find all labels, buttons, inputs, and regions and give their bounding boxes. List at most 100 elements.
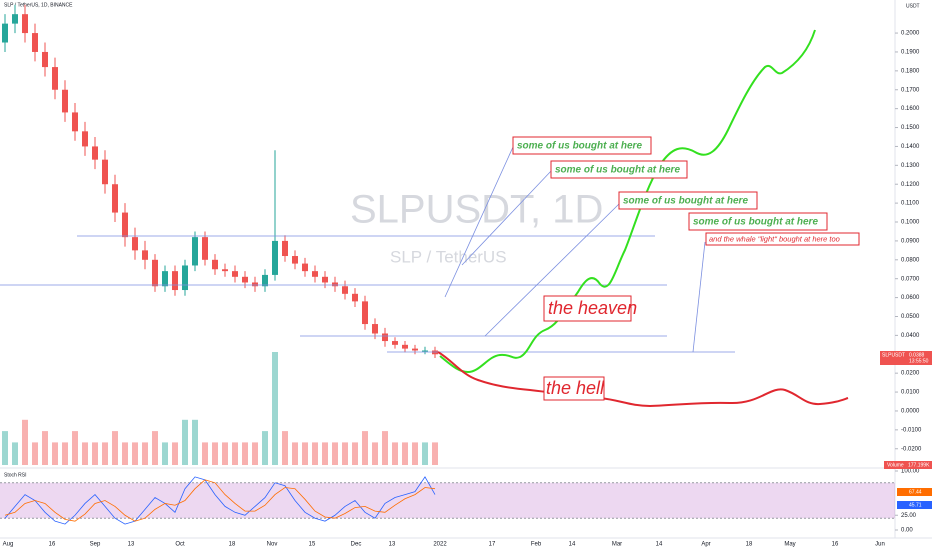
x-tick-label: 14 xyxy=(569,542,576,548)
x-tick-label: Feb xyxy=(531,542,542,548)
y-tick-label: 0.2000 xyxy=(901,31,920,37)
volume-bar xyxy=(102,442,108,465)
volume-bar xyxy=(412,442,418,465)
volume-bar xyxy=(152,431,158,465)
x-tick-label: 16 xyxy=(49,542,56,548)
x-tick-label: 18 xyxy=(229,542,236,548)
pointer xyxy=(461,169,553,266)
price-tag-price: 0.0388 xyxy=(909,352,925,358)
y-tick-label: 0.0600 xyxy=(901,295,920,301)
volume-bar xyxy=(392,442,398,465)
candle-body xyxy=(142,250,148,260)
price-tag-symbol: SLPUSDT xyxy=(882,352,905,358)
y-tick-label: 25.00 xyxy=(901,513,917,519)
volume-tag-value: 177.199K xyxy=(908,462,930,468)
x-tick-label: 18 xyxy=(746,542,753,548)
candle-body xyxy=(262,274,268,287)
candle-body xyxy=(2,23,8,43)
candle-body xyxy=(352,293,358,302)
x-tick-label: Aug xyxy=(3,542,14,548)
candle-body xyxy=(332,282,338,287)
x-tick-label: Nov xyxy=(267,542,278,548)
candle-body xyxy=(62,89,68,113)
candle-body xyxy=(222,269,228,272)
volume-bar xyxy=(362,431,368,465)
stoch-k-value: 67.44 xyxy=(909,489,922,495)
candle-body xyxy=(342,286,348,294)
volume-bar xyxy=(12,442,18,465)
volume-bar xyxy=(142,442,148,465)
candle-body xyxy=(12,14,18,24)
y-tick-label: 0.1700 xyxy=(901,87,920,93)
label-box xyxy=(512,136,652,155)
volume-bar xyxy=(92,442,98,465)
volume-bar xyxy=(122,442,128,465)
heaven-curve xyxy=(439,29,816,374)
volume-bar xyxy=(282,431,288,465)
annotation: the hell xyxy=(546,378,605,398)
y-tick-label: 0.0100 xyxy=(901,390,920,396)
volume-bar xyxy=(192,419,198,465)
volume-bar xyxy=(32,442,38,465)
candle-body xyxy=(192,237,198,266)
stoch-d-tag xyxy=(897,501,932,509)
price-tag-countdown: 13:55:50 xyxy=(909,358,929,364)
y-tick-label: 0.00 xyxy=(901,528,913,534)
y-tick-label: 0.1900 xyxy=(901,50,920,56)
x-tick-label: 15 xyxy=(309,542,316,548)
x-tick-label: 13 xyxy=(128,542,135,548)
candle-body xyxy=(242,276,248,283)
annotation: some of us bought at here xyxy=(623,196,748,207)
candle-body xyxy=(42,51,48,68)
x-tick-label: Mar xyxy=(612,542,622,548)
candle-body xyxy=(72,112,78,132)
candle-body xyxy=(412,348,418,351)
pointer xyxy=(692,241,706,353)
candle-body xyxy=(232,271,238,277)
volume-bar xyxy=(112,431,118,465)
pointer xyxy=(484,202,621,337)
candle-body xyxy=(272,240,278,275)
volume-bar xyxy=(82,442,88,465)
volume-bar xyxy=(252,442,258,465)
watermark-name: SLP / TetherUS xyxy=(390,247,507,266)
candle-body xyxy=(32,33,38,52)
candle-body xyxy=(152,259,158,287)
label-box xyxy=(543,376,605,401)
volume-bar xyxy=(132,442,138,465)
stoch-d-value: 45.71 xyxy=(909,502,922,508)
volume-bar xyxy=(162,442,168,465)
pointer xyxy=(444,146,514,298)
volume-bar xyxy=(62,442,68,465)
candle-body xyxy=(162,271,168,287)
y-tick-label: 0.1600 xyxy=(901,106,920,112)
volume-bar xyxy=(202,442,208,465)
y-tick-label: 0.1000 xyxy=(901,220,920,226)
volume-bar xyxy=(262,431,268,465)
y-tick-label: 0.1500 xyxy=(901,125,920,131)
y-tick-label: 0.1800 xyxy=(901,68,920,74)
volume-bar xyxy=(22,419,28,465)
stoch-name: Stoch RSI xyxy=(4,472,27,478)
currency: USDT xyxy=(906,3,920,9)
volume-bar xyxy=(212,442,218,465)
stoch-k-tag xyxy=(897,488,932,496)
volume-tag-name: Volume xyxy=(887,462,904,468)
y-tick-label: 0.0200 xyxy=(901,371,920,377)
x-tick-label: Apr xyxy=(701,542,710,548)
candle-body xyxy=(372,324,378,334)
volume-bar xyxy=(272,352,278,465)
y-tick-label: 100.00 xyxy=(901,469,920,475)
candle-body xyxy=(102,159,108,185)
volume-bar xyxy=(72,431,78,465)
volume-bar xyxy=(232,442,238,465)
x-tick-label: Jun xyxy=(875,542,885,548)
candle-body xyxy=(182,265,188,291)
volume-bar xyxy=(292,442,298,465)
y-tick-label: 0.0800 xyxy=(901,257,920,263)
candle-body xyxy=(382,333,388,342)
candle-body xyxy=(312,271,318,277)
candle-body xyxy=(392,341,398,345)
